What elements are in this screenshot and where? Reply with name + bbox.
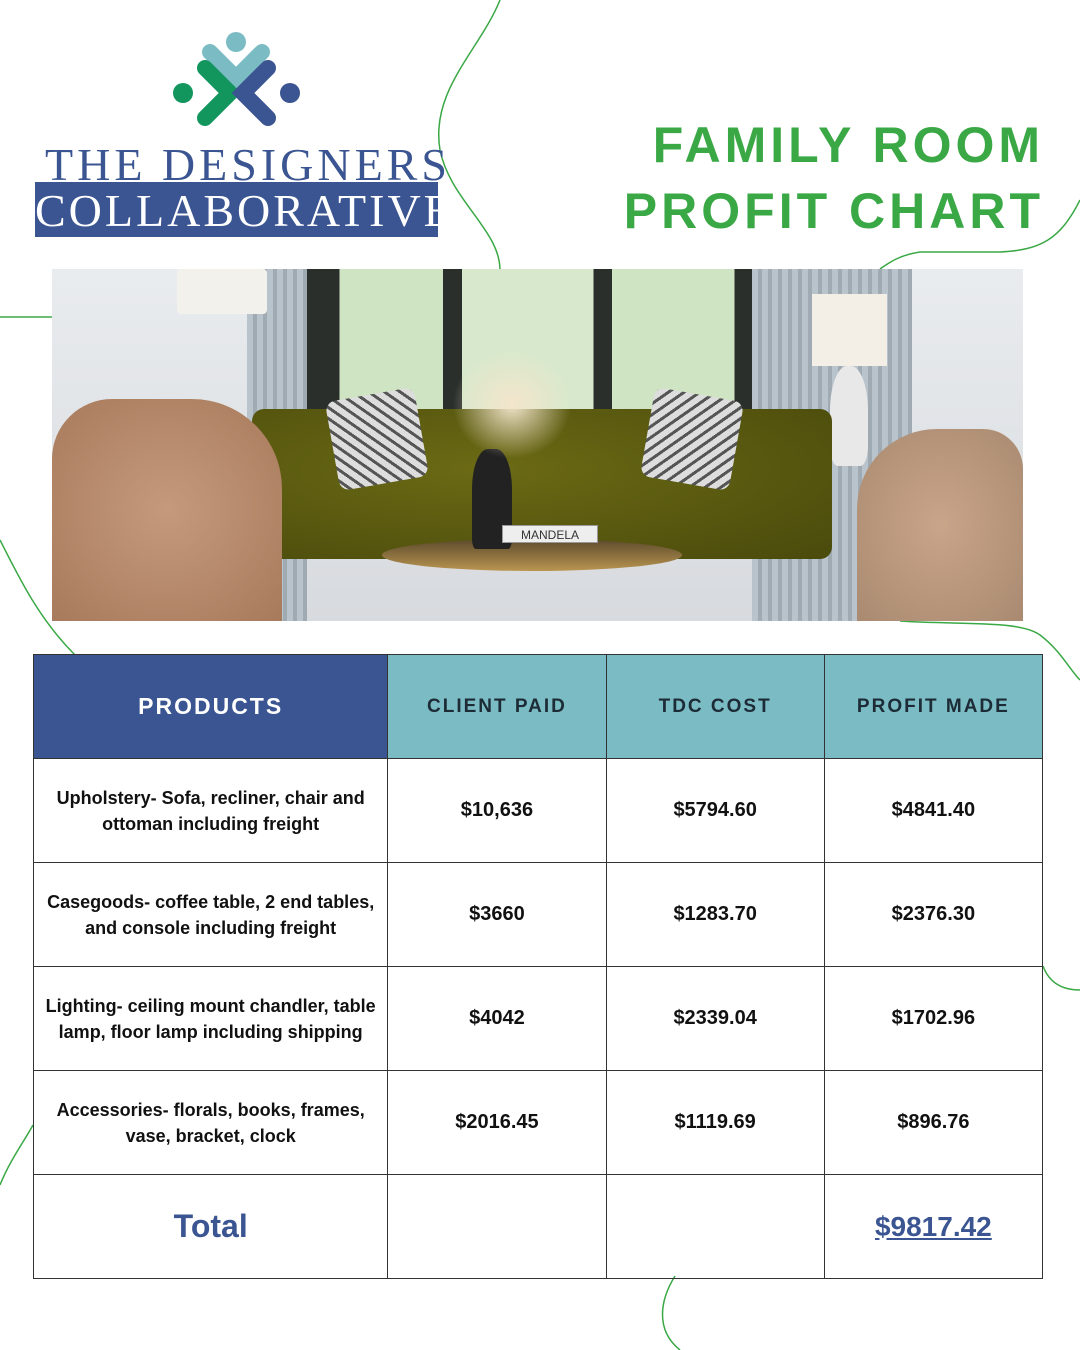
brand-name-line2: COLLABORATIVE [35, 182, 452, 237]
profit-table: PRODUCTS CLIENT PAID TDC COST PROFIT MAD… [32, 654, 1044, 1279]
family-room-photo: MANDELA [52, 269, 1023, 621]
page-title: FAMILY ROOM PROFIT CHART [624, 112, 1044, 244]
total-tdc-cost [605, 1174, 825, 1279]
people-logo-icon [173, 32, 300, 126]
total-profit-link[interactable]: $9817.42 [823, 1174, 1044, 1279]
header-profit-made: PROFIT MADE [823, 654, 1044, 759]
header-tdc-cost: TDC COST [605, 654, 825, 759]
header-products: PRODUCTS [32, 654, 389, 759]
brand-logo: THE DESIGNERS COLLABORATIVE [35, 28, 452, 238]
profit-cell: $2376.30 [823, 862, 1044, 967]
tdc-cost-cell: $1283.70 [605, 862, 825, 967]
table-row: Upholstery- Sofa, recliner, chair and ot… [32, 758, 1044, 863]
total-label: Total [32, 1174, 389, 1279]
tdc-cost-cell: $2339.04 [605, 966, 825, 1071]
profit-cell: $896.76 [823, 1070, 1044, 1175]
header-client-paid: CLIENT PAID [387, 654, 607, 759]
brand-name-line1: THE DESIGNERS [45, 139, 451, 190]
tdc-cost-cell: $5794.60 [605, 758, 825, 863]
client-paid-cell: $10,636 [387, 758, 607, 863]
product-cell: Upholstery- Sofa, recliner, chair and ot… [32, 758, 389, 863]
tdc-cost-cell: $1119.69 [605, 1070, 825, 1175]
total-client-paid [387, 1174, 607, 1279]
table-header-row: PRODUCTS CLIENT PAID TDC COST PROFIT MAD… [32, 654, 1044, 759]
table-row: Casegoods- coffee table, 2 end tables, a… [32, 862, 1044, 967]
client-paid-cell: $2016.45 [387, 1070, 607, 1175]
product-cell: Casegoods- coffee table, 2 end tables, a… [32, 862, 389, 967]
client-paid-cell: $4042 [387, 966, 607, 1071]
book: MANDELA [502, 525, 598, 543]
title-line1: FAMILY ROOM [652, 117, 1044, 173]
profit-cell: $4841.40 [823, 758, 1044, 863]
product-cell: Accessories- florals, books, frames, vas… [32, 1070, 389, 1175]
product-cell: Lighting- ceiling mount chandler, table … [32, 966, 389, 1071]
profit-cell: $1702.96 [823, 966, 1044, 1071]
table-row: Accessories- florals, books, frames, vas… [32, 1070, 1044, 1175]
total-row: Total $9817.42 [32, 1174, 1044, 1279]
title-line2: PROFIT CHART [623, 183, 1044, 239]
table-row: Lighting- ceiling mount chandler, table … [32, 966, 1044, 1071]
client-paid-cell: $3660 [387, 862, 607, 967]
